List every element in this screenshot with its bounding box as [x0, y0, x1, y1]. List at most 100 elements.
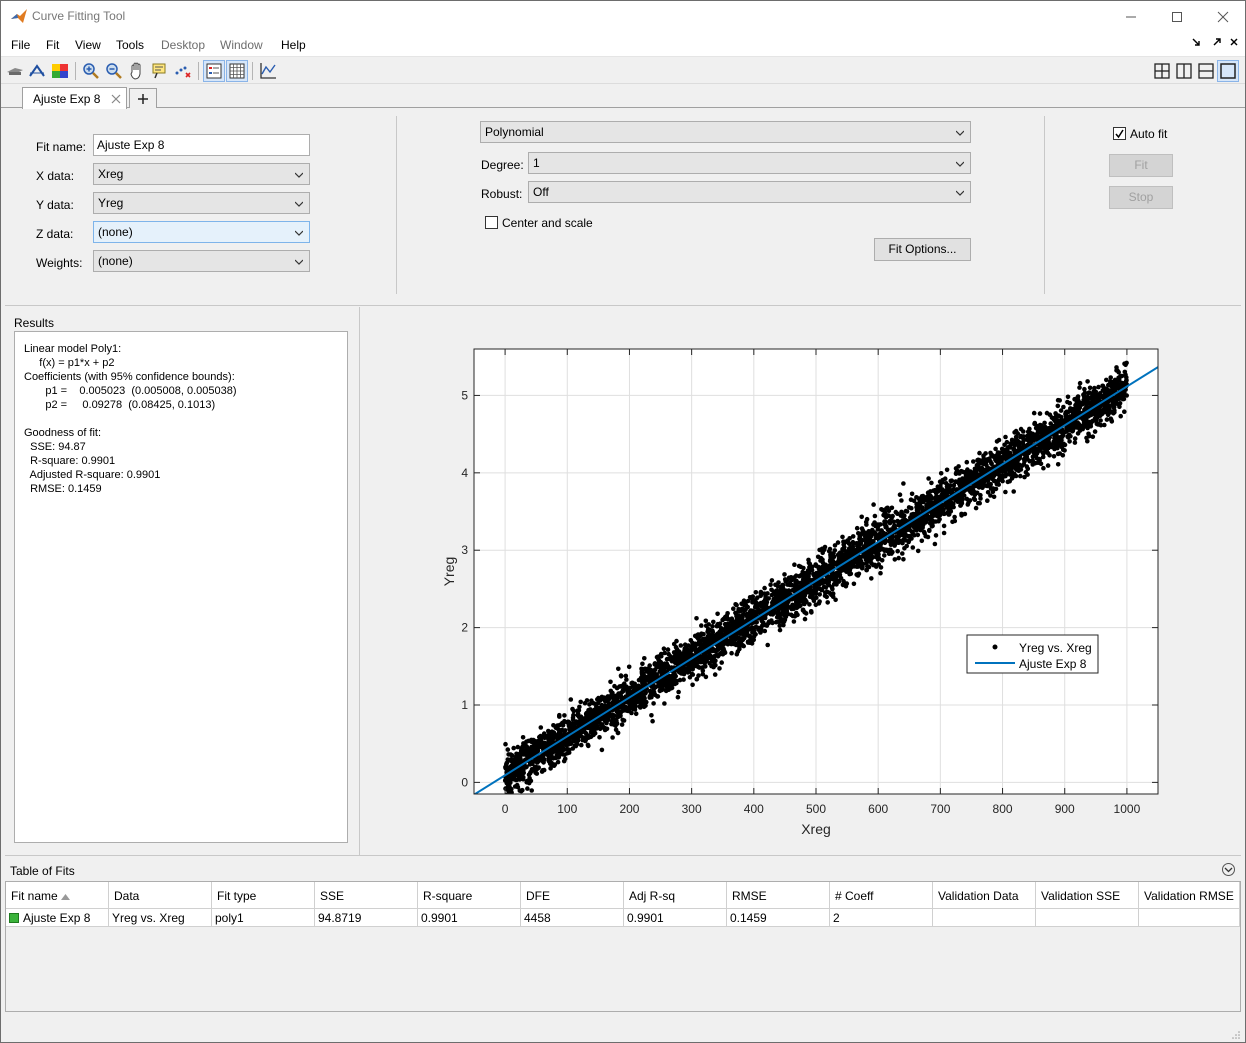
- table-cell[interactable]: 0.1459: [727, 909, 830, 927]
- data-point: [971, 471, 976, 476]
- z-data-select[interactable]: (none): [93, 221, 310, 243]
- data-point: [550, 738, 555, 743]
- data-point: [941, 523, 947, 529]
- data-point: [765, 591, 770, 596]
- data-point: [675, 694, 681, 700]
- data-point: [949, 490, 954, 495]
- data-point: [900, 514, 905, 519]
- layout-single-button[interactable]: [1217, 60, 1239, 82]
- data-point: [1106, 382, 1111, 388]
- data-point: [616, 691, 621, 696]
- table-cell[interactable]: Ajuste Exp 8: [6, 909, 109, 927]
- zoom-in-icon[interactable]: [81, 61, 101, 81]
- data-point: [520, 735, 526, 740]
- fit-plot[interactable]: 0 100 200 300 400 500 600 700 800 900 1000012345Xr…: [360, 307, 1242, 855]
- data-point: [851, 581, 857, 587]
- fit-name-input[interactable]: Ajuste Exp 8: [93, 134, 310, 156]
- menu-help[interactable]: Help: [281, 38, 306, 52]
- data-point: [825, 600, 830, 605]
- data-point: [942, 502, 948, 507]
- data-tips-icon[interactable]: [150, 61, 170, 81]
- column-header[interactable]: Adj R-sq: [624, 882, 727, 909]
- axes-limits-icon[interactable]: [258, 61, 278, 81]
- results-line: R-square: 0.9901: [24, 455, 116, 467]
- add-tab-button[interactable]: [129, 88, 157, 108]
- column-header[interactable]: Validation SSE: [1036, 882, 1139, 909]
- column-header[interactable]: DFE: [521, 882, 624, 909]
- data-cursor-icon[interactable]: [27, 61, 47, 81]
- menu-fit[interactable]: Fit: [46, 38, 60, 52]
- data-point: [895, 535, 901, 541]
- data-point: [737, 641, 742, 647]
- data-point: [1124, 393, 1129, 398]
- exclude-outliers-icon[interactable]: [173, 61, 193, 81]
- y-data-select[interactable]: Yreg: [93, 192, 310, 214]
- undock-icon[interactable]: [1212, 37, 1222, 47]
- menu-desktop[interactable]: Desktop: [161, 38, 206, 52]
- column-header[interactable]: SSE: [315, 882, 418, 909]
- x-data-select[interactable]: Xreg: [93, 163, 310, 185]
- dock-icon[interactable]: [1191, 37, 1201, 47]
- table-cell[interactable]: 0.9901: [624, 909, 727, 927]
- resize-grip-icon[interactable]: [1231, 1030, 1241, 1040]
- column-header[interactable]: R-square: [418, 882, 521, 909]
- pan-hand-icon[interactable]: [127, 61, 147, 81]
- robust-select[interactable]: Off: [528, 181, 971, 203]
- grid-toggle-button[interactable]: [226, 60, 248, 82]
- data-point: [618, 709, 624, 715]
- data-point: [872, 530, 877, 535]
- table-cell[interactable]: poly1: [212, 909, 315, 927]
- menu-view[interactable]: View: [75, 38, 101, 52]
- table-cell[interactable]: 0.9901: [418, 909, 521, 927]
- menu-tools[interactable]: Tools: [116, 38, 145, 52]
- layout-top-bottom-icon[interactable]: [1196, 61, 1216, 81]
- data-point: [578, 729, 584, 735]
- menu-window[interactable]: Window: [220, 38, 263, 52]
- degree-select[interactable]: 1: [528, 152, 971, 174]
- data-point: [503, 764, 508, 770]
- center-scale-checkbox[interactable]: [485, 216, 498, 229]
- close-panel-icon[interactable]: [1229, 37, 1239, 47]
- close-tab-icon[interactable]: [111, 94, 121, 104]
- layout-tile-icon[interactable]: [1152, 61, 1172, 81]
- fit-type-select[interactable]: Polynomial: [480, 121, 971, 143]
- column-header[interactable]: Data: [109, 882, 212, 909]
- print-icon[interactable]: [5, 61, 25, 81]
- column-header[interactable]: Validation RMSE: [1139, 882, 1240, 909]
- fit-options-button[interactable]: Fit Options...: [874, 238, 971, 261]
- legend-toggle-button[interactable]: [203, 60, 225, 82]
- data-point: [1018, 467, 1024, 472]
- data-point: [754, 620, 759, 625]
- table-cell[interactable]: 4458: [521, 909, 624, 927]
- layout-left-right-icon[interactable]: [1174, 61, 1194, 81]
- chevron-down-icon: [956, 130, 964, 136]
- close-button[interactable]: [1200, 1, 1246, 32]
- collapse-panel-button[interactable]: [1222, 863, 1235, 876]
- data-point: [608, 688, 614, 694]
- table-cell[interactable]: 2: [830, 909, 933, 927]
- colormap-icon[interactable]: [50, 61, 70, 81]
- minimize-button[interactable]: [1108, 1, 1154, 32]
- x-tick-label: 700: [930, 802, 950, 816]
- fit-button[interactable]: Fit: [1109, 154, 1173, 177]
- stop-button[interactable]: Stop: [1109, 186, 1173, 209]
- table-cell[interactable]: Yreg vs. Xreg: [109, 909, 212, 927]
- data-point: [768, 582, 773, 587]
- data-point: [1081, 392, 1086, 397]
- tab-fit[interactable]: Ajuste Exp 8: [22, 87, 127, 109]
- column-header[interactable]: Fit type: [212, 882, 315, 909]
- weights-select[interactable]: (none): [93, 250, 310, 272]
- auto-fit-checkbox[interactable]: [1113, 127, 1126, 140]
- zoom-out-icon[interactable]: [104, 61, 124, 81]
- column-header[interactable]: # Coeff: [830, 882, 933, 909]
- table-cell[interactable]: [1139, 909, 1240, 927]
- table-cell[interactable]: [933, 909, 1036, 927]
- maximize-button[interactable]: [1154, 1, 1200, 32]
- column-header[interactable]: RMSE: [727, 882, 830, 909]
- menu-file[interactable]: File: [11, 38, 31, 52]
- column-header[interactable]: Fit name: [6, 882, 109, 909]
- data-point: [1082, 386, 1087, 392]
- table-cell[interactable]: [1036, 909, 1139, 927]
- table-cell[interactable]: 94.8719: [315, 909, 418, 927]
- column-header[interactable]: Validation Data: [933, 882, 1036, 909]
